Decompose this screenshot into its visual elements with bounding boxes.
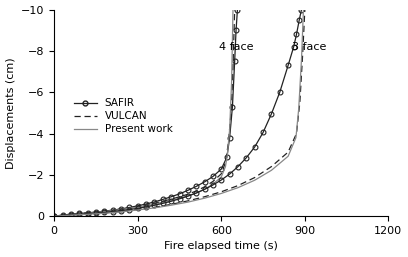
Text: 4 face: 4 face — [219, 42, 253, 52]
Text: 3 face: 3 face — [292, 42, 327, 52]
Y-axis label: Displacements (cm): Displacements (cm) — [6, 57, 16, 169]
Legend: SAFIR, VULCAN, Present work: SAFIR, VULCAN, Present work — [69, 94, 177, 139]
X-axis label: Fire elapsed time (s): Fire elapsed time (s) — [164, 241, 278, 251]
